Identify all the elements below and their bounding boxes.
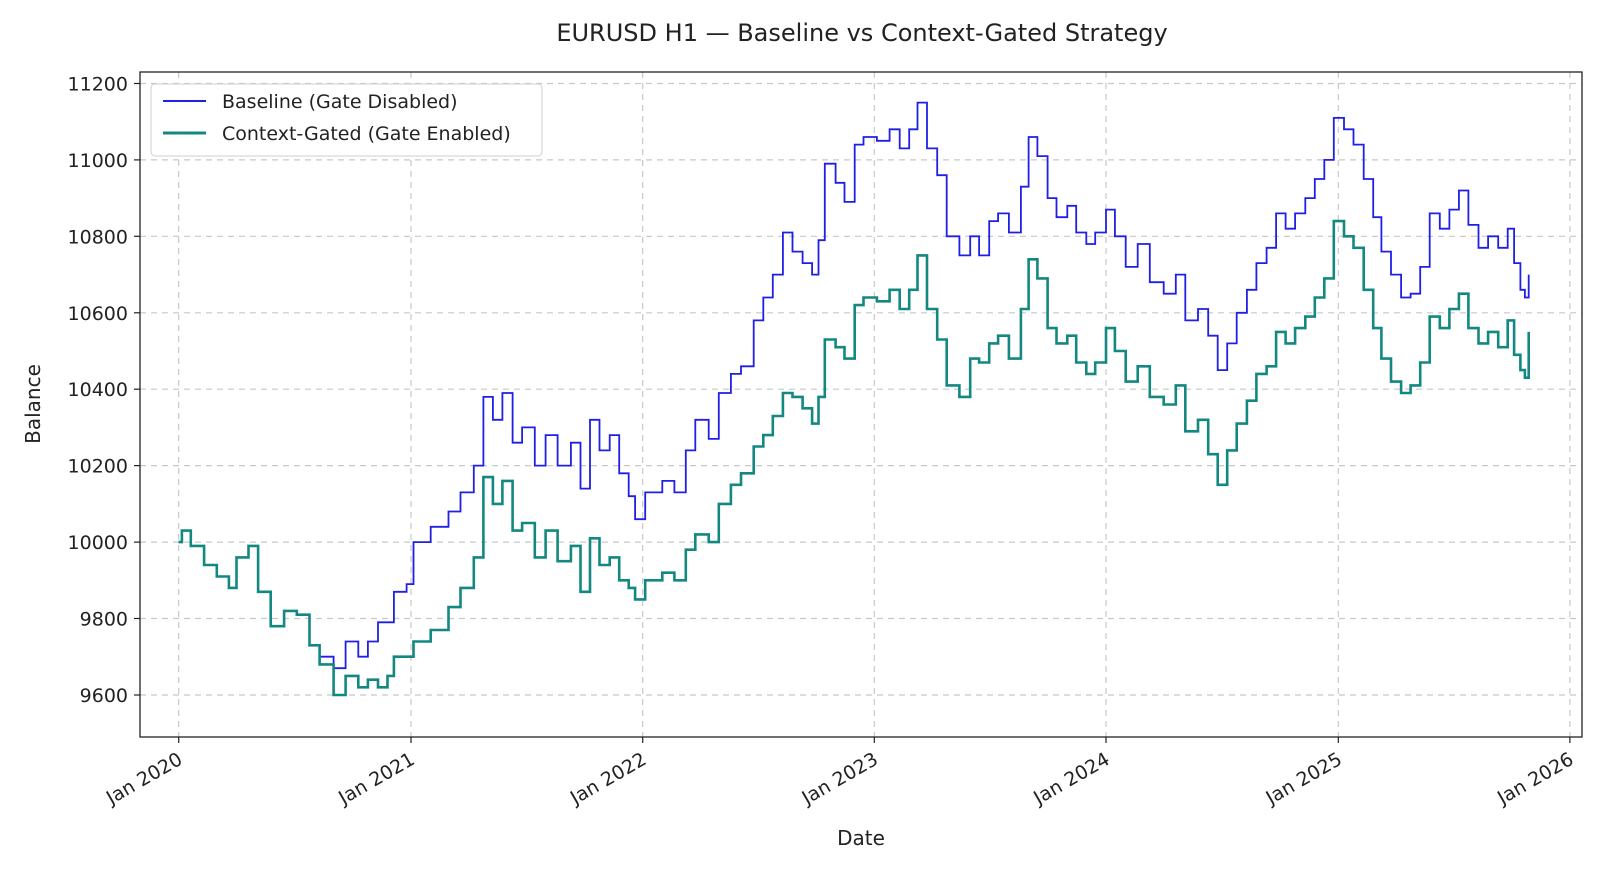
y-tick-label: 11000 xyxy=(68,150,128,172)
y-tick-label: 10200 xyxy=(68,456,128,478)
y-tick-label: 10800 xyxy=(68,226,128,248)
legend-label-baseline: Baseline (Gate Disabled) xyxy=(222,91,458,113)
x-tick-label: Jan 2023 xyxy=(797,748,881,809)
legend: Baseline (Gate Disabled) Context-Gated (… xyxy=(150,83,543,157)
legend-label-context-gated: Context-Gated (Gate Enabled) xyxy=(222,123,511,145)
y-tick-label: 9600 xyxy=(80,685,128,707)
x-axis-label: Date xyxy=(837,826,885,850)
x-tick-label: Jan 2026 xyxy=(1493,748,1577,809)
y-tick-label: 11200 xyxy=(68,74,128,96)
chart-title: EURUSD H1 — Baseline vs Context-Gated St… xyxy=(556,19,1167,47)
legend-box xyxy=(150,83,543,157)
y-tick-label: 10000 xyxy=(68,532,128,554)
x-tick-label: Jan 2020 xyxy=(102,748,186,809)
y-tick-label: 10600 xyxy=(68,303,128,325)
x-tick-label: Jan 2024 xyxy=(1029,748,1113,809)
series-lines xyxy=(178,101,1530,697)
x-axis: Jan 2020 Jan 2021 Jan 2022 Jan 2023 Jan 2024… xyxy=(102,737,1577,810)
y-axis: 9600 9800 10000 10200 10400 10600 10800 11000 11… xyxy=(68,74,140,707)
y-tick-label: 9800 xyxy=(80,609,128,631)
grid-lines xyxy=(140,72,1582,737)
plot-area-frame xyxy=(139,71,1583,738)
series-line-context-gated xyxy=(178,219,1530,697)
x-tick-label: Jan 2021 xyxy=(334,748,418,809)
y-axis-label: Balance xyxy=(21,364,45,444)
y-tick-label: 10400 xyxy=(68,379,128,401)
x-tick-label: Jan 2022 xyxy=(566,748,650,809)
series-line-baseline xyxy=(178,101,1530,670)
x-tick-label: Jan 2025 xyxy=(1261,748,1345,809)
